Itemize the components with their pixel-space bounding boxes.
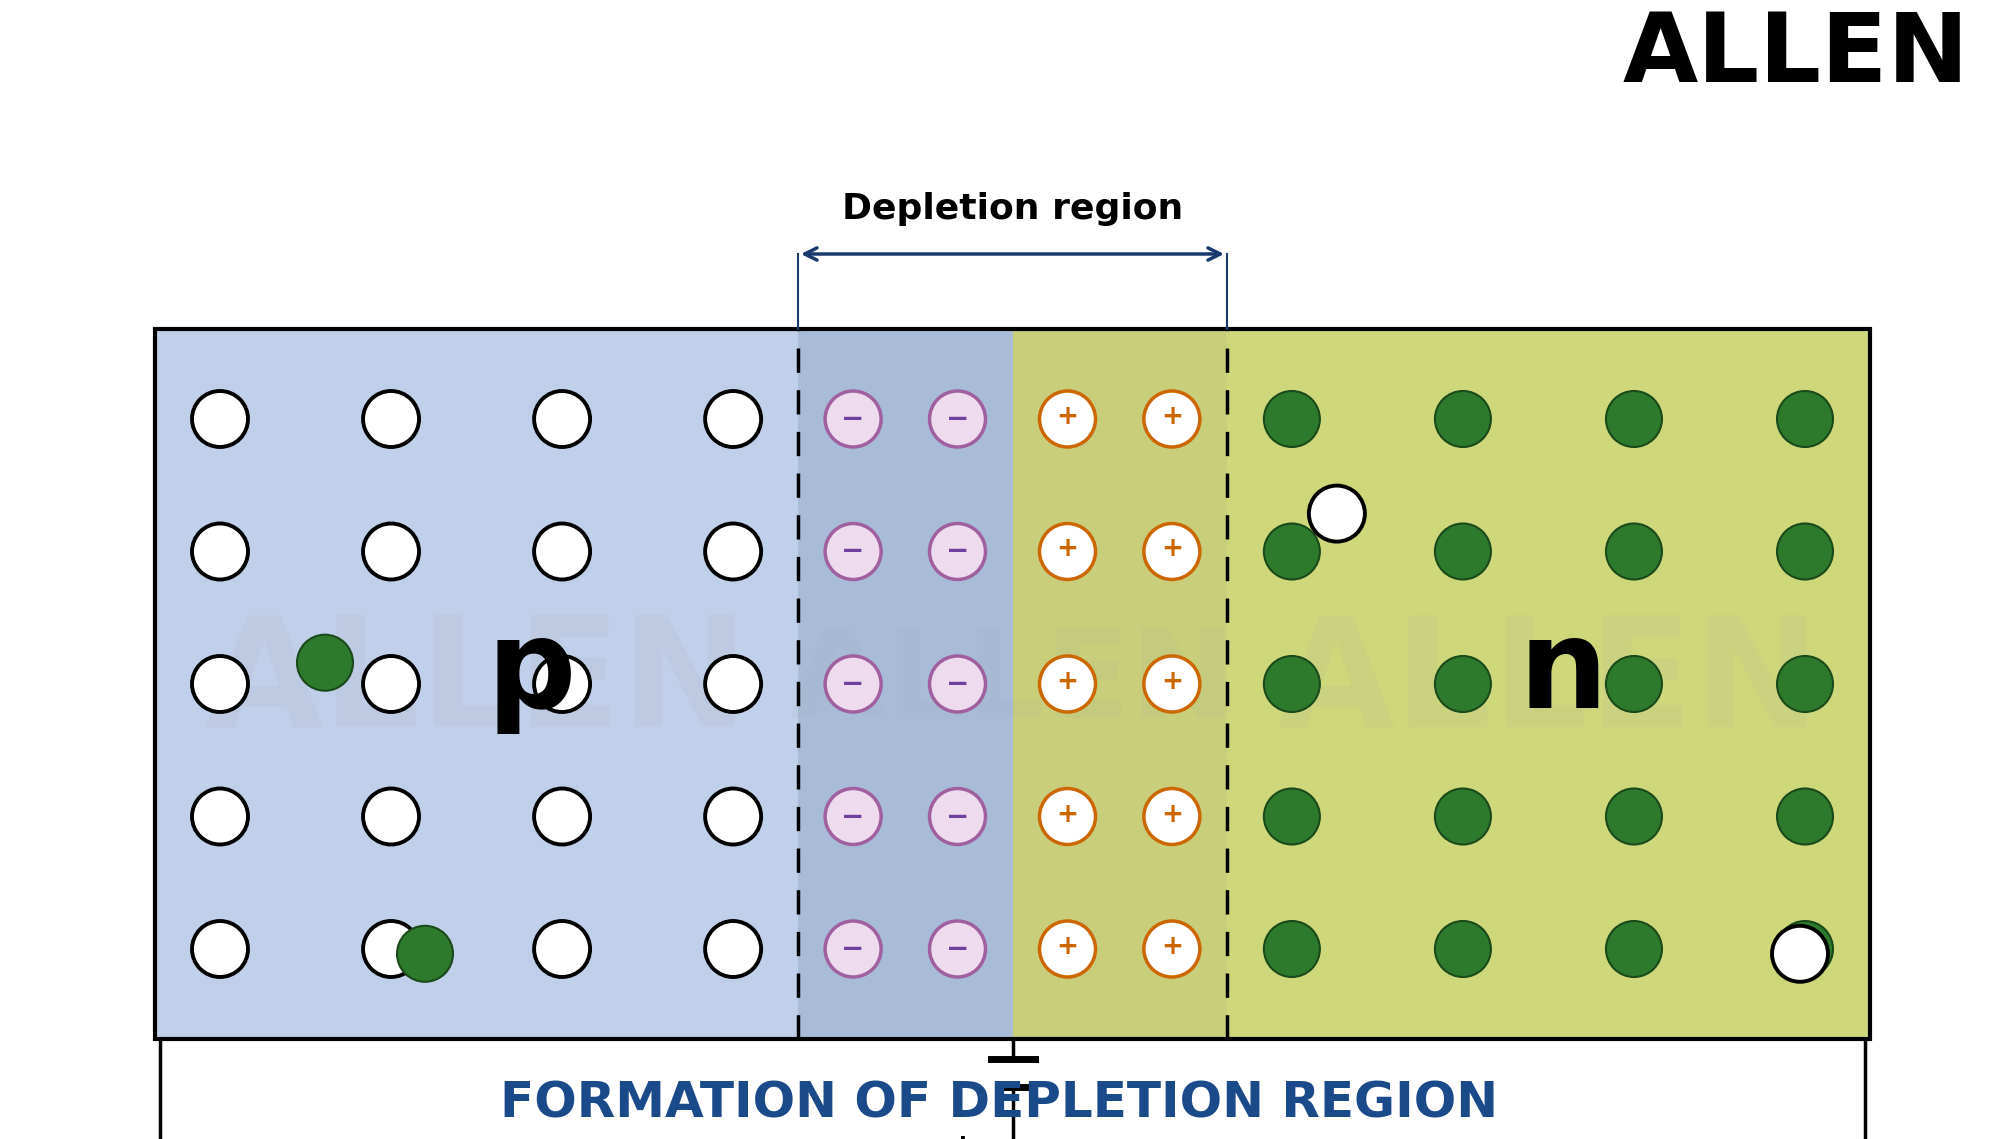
Text: +: + <box>1057 536 1079 563</box>
Text: +: + <box>1161 536 1183 563</box>
Circle shape <box>364 788 420 844</box>
Circle shape <box>1435 656 1491 712</box>
Circle shape <box>1435 921 1491 977</box>
Circle shape <box>1435 788 1491 844</box>
Text: −: − <box>841 803 865 830</box>
Circle shape <box>705 524 761 580</box>
Circle shape <box>192 656 248 712</box>
Text: −: − <box>841 935 865 962</box>
Circle shape <box>705 391 761 446</box>
Circle shape <box>1435 524 1491 580</box>
Circle shape <box>1039 921 1095 977</box>
Text: ALLEN: ALLEN <box>789 623 1235 745</box>
Circle shape <box>1604 524 1660 580</box>
Circle shape <box>1263 524 1319 580</box>
Circle shape <box>1143 788 1199 844</box>
Text: Depletion region: Depletion region <box>841 192 1183 226</box>
Circle shape <box>192 524 248 580</box>
Text: ALLEN: ALLEN <box>204 609 749 759</box>
Circle shape <box>1776 524 1832 580</box>
Circle shape <box>1143 524 1199 580</box>
Circle shape <box>1263 391 1319 446</box>
Circle shape <box>1604 921 1660 977</box>
Circle shape <box>533 921 589 977</box>
Circle shape <box>533 391 589 446</box>
Circle shape <box>825 524 881 580</box>
Circle shape <box>1770 926 1826 982</box>
Circle shape <box>1435 391 1491 446</box>
Circle shape <box>533 788 589 844</box>
Text: −: − <box>945 538 969 565</box>
Circle shape <box>705 921 761 977</box>
Text: ALLEN: ALLEN <box>1622 8 1968 101</box>
Text: +: + <box>1161 934 1183 960</box>
Circle shape <box>705 788 761 844</box>
Text: +: + <box>1161 404 1183 431</box>
Circle shape <box>398 926 454 982</box>
Text: +: + <box>1161 669 1183 695</box>
Circle shape <box>298 634 354 690</box>
Text: −: − <box>1049 1131 1077 1139</box>
Circle shape <box>929 921 985 977</box>
Text: −: − <box>841 538 865 565</box>
Circle shape <box>825 788 881 844</box>
Circle shape <box>705 656 761 712</box>
Bar <box>1227 329 1868 1039</box>
Circle shape <box>1776 391 1832 446</box>
Circle shape <box>929 524 985 580</box>
Circle shape <box>825 656 881 712</box>
Bar <box>1013 329 1227 1039</box>
Circle shape <box>1604 391 1660 446</box>
Circle shape <box>1039 524 1095 580</box>
Circle shape <box>1039 391 1095 446</box>
Circle shape <box>1776 656 1832 712</box>
Text: +: + <box>1057 934 1079 960</box>
Bar <box>156 329 1868 1039</box>
Circle shape <box>929 788 985 844</box>
Circle shape <box>1263 788 1319 844</box>
Circle shape <box>192 788 248 844</box>
Text: −: − <box>841 405 865 433</box>
Circle shape <box>1776 921 1832 977</box>
Circle shape <box>1604 656 1660 712</box>
Circle shape <box>533 524 589 580</box>
Circle shape <box>825 391 881 446</box>
Circle shape <box>1604 788 1660 844</box>
Text: −: − <box>945 670 969 698</box>
Bar <box>156 329 797 1039</box>
Circle shape <box>929 656 985 712</box>
Text: ALLEN: ALLEN <box>1275 609 1820 759</box>
Text: FORMATION OF DEPLETION REGION: FORMATION OF DEPLETION REGION <box>500 1080 1498 1128</box>
Circle shape <box>825 921 881 977</box>
Circle shape <box>1039 656 1095 712</box>
Circle shape <box>192 391 248 446</box>
Circle shape <box>364 391 420 446</box>
Circle shape <box>364 524 420 580</box>
Circle shape <box>1143 921 1199 977</box>
Bar <box>797 329 1013 1039</box>
Text: −: − <box>945 935 969 962</box>
Text: +: + <box>1057 802 1079 828</box>
Circle shape <box>364 921 420 977</box>
Text: +: + <box>1057 669 1079 695</box>
Circle shape <box>192 921 248 977</box>
Circle shape <box>364 656 420 712</box>
Circle shape <box>1039 788 1095 844</box>
Circle shape <box>929 391 985 446</box>
Circle shape <box>1143 391 1199 446</box>
Text: p: p <box>488 614 575 735</box>
Text: +: + <box>1057 404 1079 431</box>
Circle shape <box>1263 921 1319 977</box>
Text: n: n <box>1518 614 1606 735</box>
Text: +: + <box>1161 802 1183 828</box>
Text: −: − <box>945 405 969 433</box>
Circle shape <box>533 656 589 712</box>
Circle shape <box>1143 656 1199 712</box>
Circle shape <box>1309 485 1365 542</box>
Circle shape <box>1263 656 1319 712</box>
Text: −: − <box>945 803 969 830</box>
Circle shape <box>1776 788 1832 844</box>
Text: −: − <box>841 670 865 698</box>
Text: +: + <box>949 1131 975 1139</box>
